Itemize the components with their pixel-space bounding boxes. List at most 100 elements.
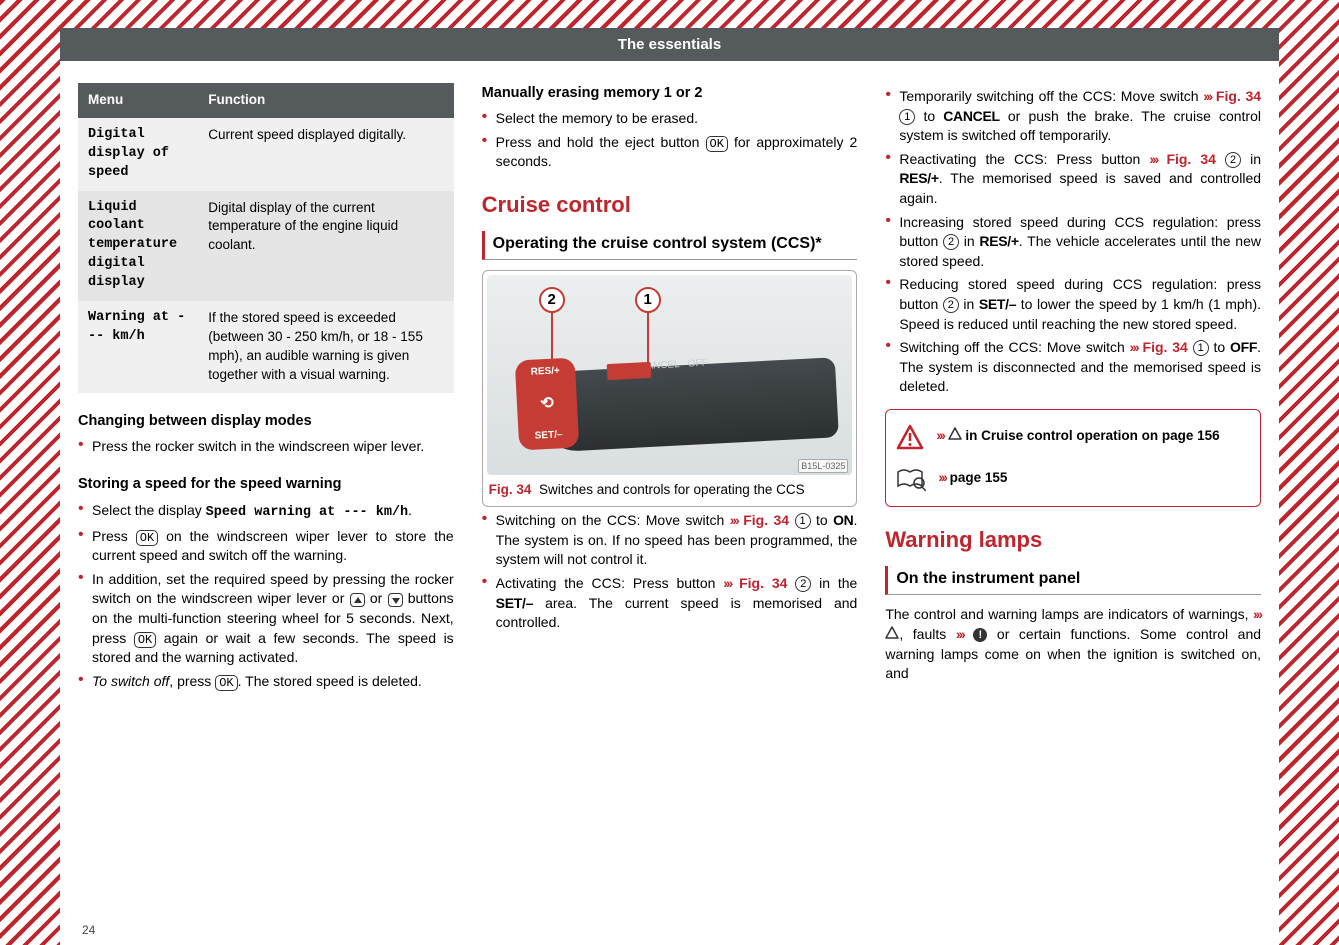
heading-store-speed: Storing a speed for the speed warning (78, 474, 454, 494)
column-1: Menu Function Digital display of speed C… (78, 83, 454, 695)
stalk-switch (606, 362, 651, 380)
section-cruise-control: Cruise control (482, 190, 858, 221)
text: . The memorised speed is saved and contr… (899, 170, 1261, 206)
page-number: 24 (82, 922, 95, 939)
callout-line (551, 311, 553, 361)
list-item: In addition, set the required speed by p… (78, 570, 454, 668)
label-off: OFF (687, 357, 708, 376)
text: in (1241, 151, 1261, 167)
text: The control and warning lamps are indica… (885, 606, 1253, 622)
label-set: SET/– (496, 595, 533, 611)
text: Temporarily switching off the CCS: Move … (899, 88, 1203, 104)
th-function: Function (198, 83, 453, 118)
label-res: RES/+ (530, 365, 560, 381)
text: Activating the CCS: Press button (496, 575, 724, 591)
circled-2-icon: 2 (943, 234, 959, 250)
callout-1: 1 (635, 287, 661, 313)
text: in the (811, 575, 857, 591)
up-arrow-icon (350, 593, 365, 607)
table-row: Warning at --- km/h If the stored speed … (78, 301, 454, 393)
text: Switching off the CCS: Move switch (899, 339, 1129, 355)
small-warning-icon (948, 427, 962, 446)
chevron-icon: ››› (938, 470, 946, 485)
figure-caption-text: Switches and controls for operating the … (539, 482, 805, 497)
paragraph: The control and warning lamps are indica… (885, 605, 1261, 684)
column-2: Manually erasing memory 1 or 2 Select th… (482, 83, 858, 695)
text: . (408, 502, 412, 518)
fig-ref: Fig. 34 (743, 512, 789, 528)
cell-func: Digital display of the current temperatu… (198, 191, 453, 301)
heading-display-modes: Changing between display modes (78, 411, 454, 431)
label-res: RES/+ (899, 170, 938, 186)
text: or (365, 590, 388, 606)
info-text: ››› page 155 (938, 469, 1007, 488)
chevron-icon: ››› (936, 428, 944, 443)
subsection-instrument-panel: On the instrument panel (885, 566, 1261, 595)
figure-caption: Fig. 34 Switches and controls for operat… (487, 475, 853, 502)
stalk-tip: RES/+ ⟲ SET/– (514, 358, 579, 451)
page: The essentials Menu Function Digital dis… (60, 28, 1279, 945)
info-text: ››› in Cruise control operation on page … (936, 427, 1219, 446)
fault-circle-icon: ! (973, 628, 987, 642)
table-row: Digital display of speed Current speed d… (78, 118, 454, 191)
list-item: Press OK on the windscreen wiper lever t… (78, 527, 454, 566)
cell-menu: Warning at --- km/h (78, 301, 198, 393)
ok-button-icon: OK (136, 530, 158, 546)
label-on: ON (833, 512, 853, 528)
text: page 155 (950, 470, 1008, 485)
th-menu: Menu (78, 83, 198, 118)
text: in Cruise control operation on page 156 (965, 428, 1219, 443)
chevron-icon: ››› (723, 575, 731, 591)
text: Switching on the CCS: Move switch (496, 512, 730, 528)
column-3: Temporarily switching off the CCS: Move … (885, 83, 1261, 695)
circled-1-icon: 1 (899, 109, 915, 125)
manual-book-icon (896, 466, 926, 492)
info-row-manual: ››› page 155 (896, 462, 1250, 496)
circled-2-icon: 2 (943, 297, 959, 313)
header-bar: The essentials (60, 28, 1279, 61)
table-row: Liquid coolant temperature digital displ… (78, 191, 454, 301)
text: area. The current speed is memorised and… (496, 595, 858, 631)
columns: Menu Function Digital display of speed C… (60, 61, 1279, 703)
list-item: Switching off the CCS: Move switch ››› F… (885, 338, 1261, 397)
circled-1-icon: 1 (1193, 340, 1209, 356)
text: , press (169, 673, 215, 689)
text: Press (92, 528, 136, 544)
cell-func: If the stored speed is exceeded (between… (198, 301, 453, 393)
text: to (1209, 339, 1230, 355)
cell-func: Current speed displayed digitally. (198, 118, 453, 191)
list-item: Reactivating the CCS: Press button ››› F… (885, 150, 1261, 209)
figure-number: Fig. 34 (489, 482, 532, 497)
label-set: SET/– (534, 428, 562, 443)
chevron-icon: ››› (1203, 88, 1211, 104)
info-box: ››› in Cruise control operation on page … (885, 409, 1261, 507)
list-item: Press the rocker switch in the windscree… (78, 437, 454, 457)
text: Reactivating the CCS: Press button (899, 151, 1149, 167)
text: to (811, 512, 834, 528)
chevron-icon: ››› (956, 626, 964, 642)
ok-button-icon: OK (215, 675, 237, 691)
ok-button-icon: OK (134, 632, 156, 648)
circled-1-icon: 1 (795, 513, 811, 529)
chevron-icon: ››› (1130, 339, 1138, 355)
list-item: Switching on the CCS: Move switch ››› Fi… (482, 511, 858, 570)
table-header-row: Menu Function (78, 83, 454, 118)
info-row-warning: ››› in Cruise control operation on page … (896, 420, 1250, 454)
callout-2: 2 (539, 287, 565, 313)
cell-menu: Digital display of speed (78, 118, 198, 191)
cell-menu: Liquid coolant temperature digital displ… (78, 191, 198, 301)
heading-erase-memory: Manually erasing memory 1 or 2 (482, 83, 858, 103)
list-item: Select the display Speed warning at --- … (78, 501, 454, 523)
text: . The stored speed is deleted. (238, 673, 422, 689)
circled-2-icon: 2 (795, 576, 811, 592)
small-warning-icon (885, 625, 899, 645)
list-item: Select the memory to be erased. (482, 109, 858, 129)
fig-ref: Fig. 34 (1216, 88, 1261, 104)
figure-id: B15L-0325 (798, 459, 848, 474)
chevron-icon: ››› (730, 512, 738, 528)
warning-triangle-icon (896, 424, 924, 450)
ok-button-icon: OK (706, 136, 728, 152)
text: Press and hold the eject button (496, 134, 706, 150)
fig-ref: Fig. 34 (1166, 151, 1216, 167)
circled-2-icon: 2 (1225, 152, 1241, 168)
